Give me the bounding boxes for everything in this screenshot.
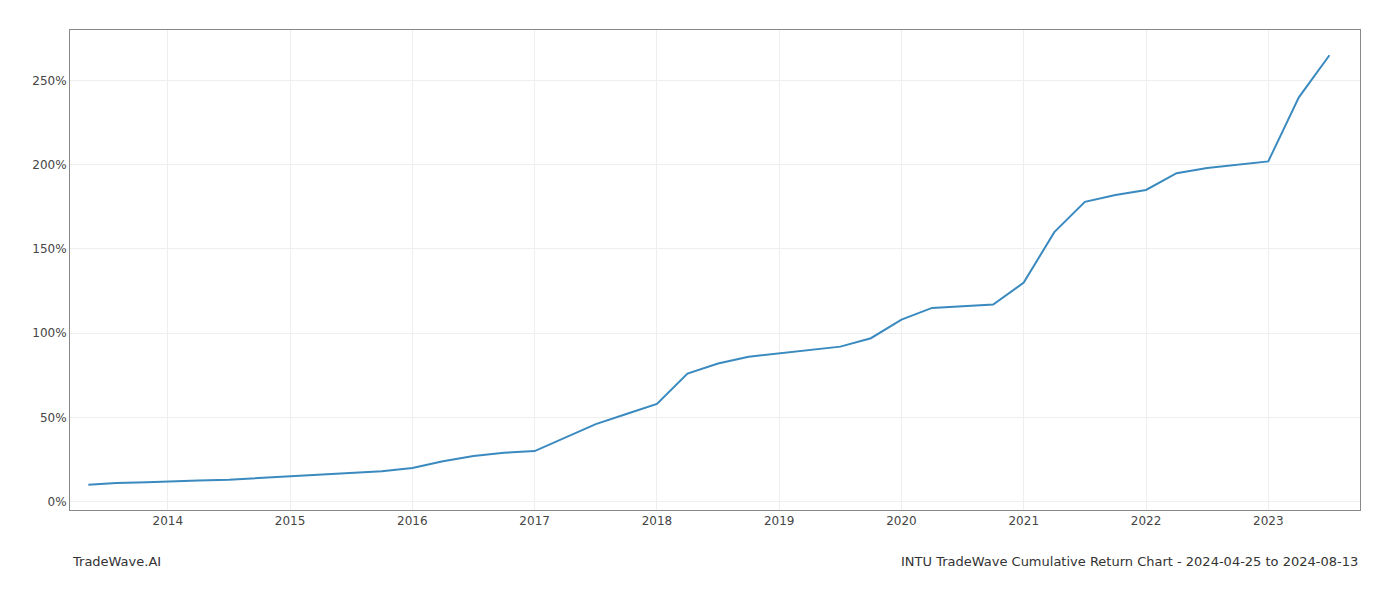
svg-text:200%: 200% [32, 158, 66, 172]
svg-text:2014: 2014 [153, 514, 184, 528]
svg-text:2017: 2017 [519, 514, 550, 528]
svg-text:TradeWave.AI: TradeWave.AI [72, 554, 161, 569]
svg-text:250%: 250% [32, 74, 66, 88]
svg-text:2016: 2016 [397, 514, 428, 528]
svg-text:INTU TradeWave Cumulative Retu: INTU TradeWave Cumulative Return Chart -… [901, 554, 1358, 569]
svg-text:2021: 2021 [1008, 514, 1039, 528]
svg-text:150%: 150% [32, 242, 66, 256]
svg-text:2018: 2018 [642, 514, 673, 528]
svg-text:2015: 2015 [275, 514, 306, 528]
svg-text:50%: 50% [40, 411, 67, 425]
svg-text:0%: 0% [48, 495, 67, 509]
svg-text:2020: 2020 [886, 514, 917, 528]
svg-text:100%: 100% [32, 326, 66, 340]
svg-text:2023: 2023 [1253, 514, 1284, 528]
svg-text:2022: 2022 [1131, 514, 1162, 528]
svg-text:2019: 2019 [764, 514, 795, 528]
